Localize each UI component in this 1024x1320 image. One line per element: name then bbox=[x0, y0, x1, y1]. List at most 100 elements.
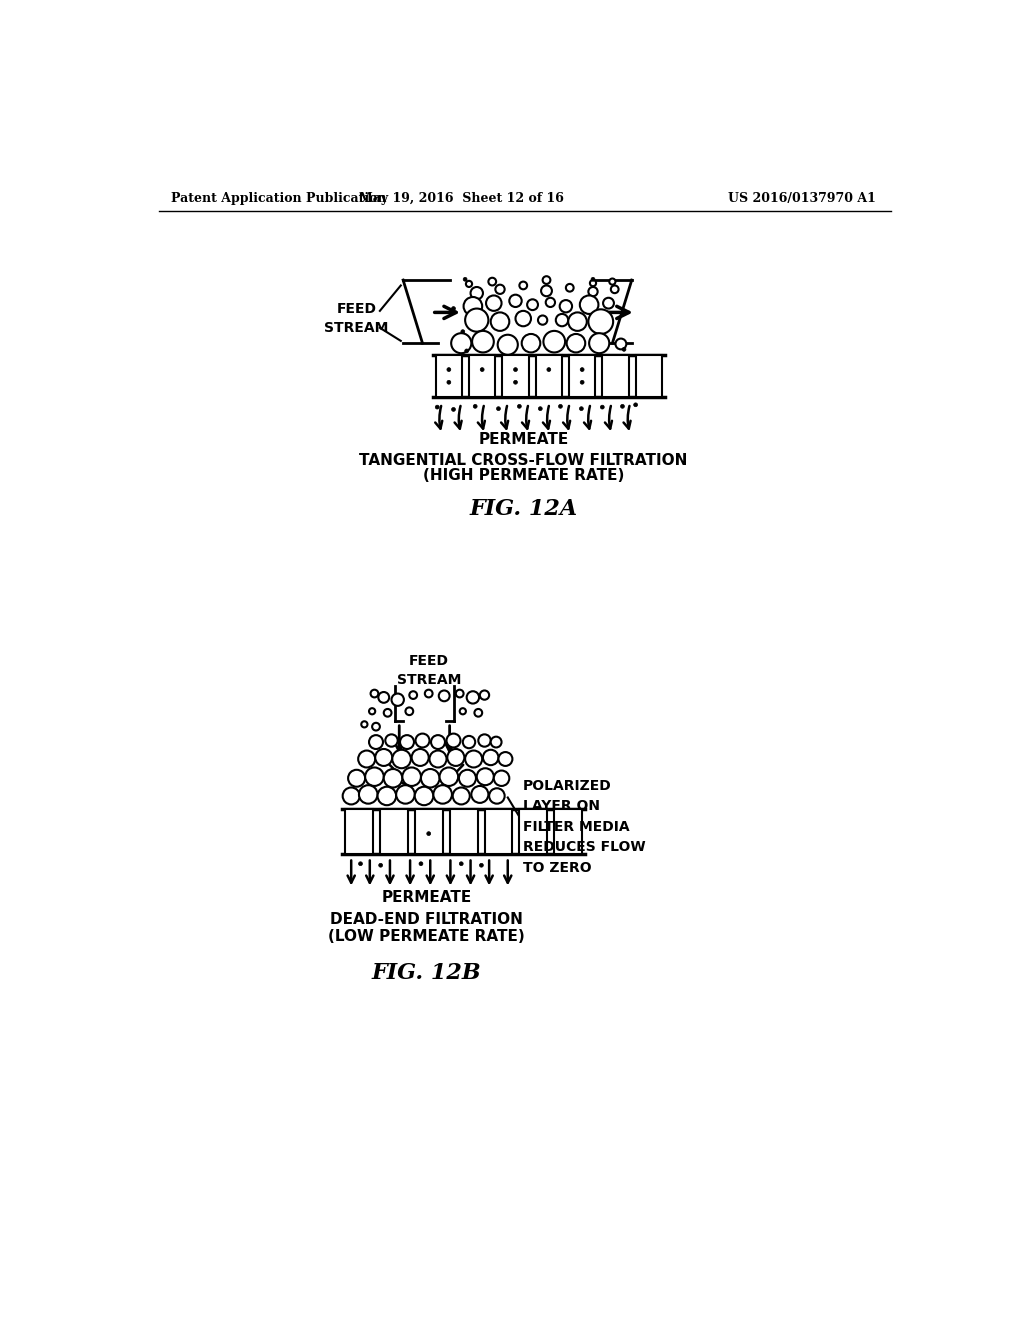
Bar bbox=[503, 355, 528, 397]
Circle shape bbox=[431, 735, 445, 748]
Text: PERMEATE: PERMEATE bbox=[478, 432, 568, 447]
Circle shape bbox=[446, 734, 461, 747]
Circle shape bbox=[611, 285, 618, 293]
Circle shape bbox=[488, 277, 496, 285]
Circle shape bbox=[438, 690, 450, 701]
Circle shape bbox=[521, 334, 541, 352]
Text: POLARIZED
LAYER ON
FILTER MEDIA
REDUCES FLOW
TO ZERO: POLARIZED LAYER ON FILTER MEDIA REDUCES … bbox=[523, 779, 646, 875]
Circle shape bbox=[556, 314, 568, 326]
Bar bbox=[569, 355, 595, 397]
Circle shape bbox=[581, 368, 584, 371]
Text: US 2016/0137970 A1: US 2016/0137970 A1 bbox=[728, 191, 877, 205]
Text: TANGENTIAL CROSS-FLOW FILTRATION: TANGENTIAL CROSS-FLOW FILTRATION bbox=[359, 453, 687, 467]
Circle shape bbox=[384, 709, 391, 717]
Circle shape bbox=[348, 770, 366, 787]
Bar bbox=[345, 809, 373, 854]
Circle shape bbox=[509, 294, 521, 308]
Circle shape bbox=[622, 347, 626, 351]
Circle shape bbox=[379, 863, 383, 867]
Text: PERMEATE: PERMEATE bbox=[381, 890, 471, 906]
Circle shape bbox=[425, 689, 432, 697]
Text: (HIGH PERMEATE RATE): (HIGH PERMEATE RATE) bbox=[423, 469, 624, 483]
Circle shape bbox=[435, 405, 439, 409]
Circle shape bbox=[378, 692, 389, 702]
Circle shape bbox=[446, 380, 451, 384]
Circle shape bbox=[343, 788, 359, 804]
Circle shape bbox=[472, 331, 494, 352]
Circle shape bbox=[603, 298, 614, 309]
Circle shape bbox=[452, 408, 456, 412]
Circle shape bbox=[473, 404, 477, 408]
Circle shape bbox=[483, 750, 499, 766]
Circle shape bbox=[358, 751, 375, 767]
Circle shape bbox=[439, 767, 458, 785]
Circle shape bbox=[589, 333, 609, 354]
Circle shape bbox=[580, 296, 598, 314]
Circle shape bbox=[421, 770, 439, 788]
Circle shape bbox=[498, 335, 518, 355]
Circle shape bbox=[590, 280, 596, 286]
Circle shape bbox=[366, 767, 384, 785]
Circle shape bbox=[527, 300, 538, 310]
Circle shape bbox=[589, 309, 613, 334]
Circle shape bbox=[497, 407, 501, 411]
Bar bbox=[450, 809, 477, 854]
Circle shape bbox=[490, 737, 502, 747]
Bar bbox=[484, 809, 512, 854]
Circle shape bbox=[465, 751, 482, 767]
Circle shape bbox=[515, 312, 531, 326]
Circle shape bbox=[589, 286, 598, 296]
Text: FIG. 12A: FIG. 12A bbox=[469, 498, 578, 520]
Circle shape bbox=[400, 735, 414, 748]
Circle shape bbox=[547, 368, 551, 371]
Circle shape bbox=[453, 788, 470, 804]
Circle shape bbox=[496, 285, 505, 294]
Circle shape bbox=[544, 331, 565, 352]
Circle shape bbox=[477, 768, 494, 785]
Circle shape bbox=[427, 832, 431, 836]
Circle shape bbox=[539, 407, 543, 411]
Circle shape bbox=[581, 380, 584, 384]
Circle shape bbox=[369, 735, 383, 748]
Circle shape bbox=[372, 723, 380, 730]
Circle shape bbox=[566, 284, 573, 292]
Text: FEED
STREAM: FEED STREAM bbox=[325, 302, 389, 335]
Circle shape bbox=[489, 788, 505, 804]
Circle shape bbox=[446, 368, 451, 371]
Circle shape bbox=[609, 279, 615, 285]
Circle shape bbox=[465, 309, 488, 331]
Circle shape bbox=[396, 785, 415, 804]
Circle shape bbox=[359, 785, 378, 804]
Circle shape bbox=[560, 300, 572, 313]
Circle shape bbox=[514, 380, 517, 384]
Circle shape bbox=[384, 770, 402, 788]
Text: FEED
STREAM: FEED STREAM bbox=[396, 655, 461, 686]
Circle shape bbox=[615, 339, 627, 350]
Circle shape bbox=[429, 751, 446, 767]
Circle shape bbox=[460, 862, 463, 866]
Circle shape bbox=[471, 785, 488, 803]
Circle shape bbox=[486, 296, 502, 312]
Text: DEAD-END FILTRATION: DEAD-END FILTRATION bbox=[330, 912, 523, 927]
Circle shape bbox=[558, 404, 562, 408]
Circle shape bbox=[466, 281, 472, 286]
Circle shape bbox=[494, 771, 509, 785]
Circle shape bbox=[402, 767, 421, 785]
Circle shape bbox=[591, 277, 595, 281]
Circle shape bbox=[412, 748, 429, 766]
Circle shape bbox=[378, 787, 396, 805]
Circle shape bbox=[480, 368, 484, 371]
Circle shape bbox=[433, 785, 452, 804]
Bar bbox=[435, 355, 462, 397]
Circle shape bbox=[369, 708, 375, 714]
Circle shape bbox=[566, 334, 586, 352]
Circle shape bbox=[416, 734, 429, 747]
Circle shape bbox=[410, 692, 417, 700]
Circle shape bbox=[452, 306, 456, 310]
Circle shape bbox=[447, 748, 464, 766]
Bar bbox=[554, 809, 583, 854]
Circle shape bbox=[406, 708, 414, 715]
Circle shape bbox=[467, 692, 479, 704]
Circle shape bbox=[415, 787, 433, 805]
Circle shape bbox=[461, 330, 465, 334]
